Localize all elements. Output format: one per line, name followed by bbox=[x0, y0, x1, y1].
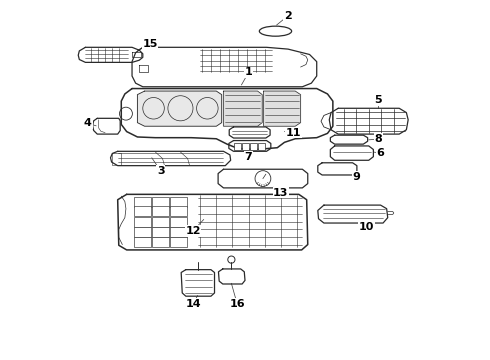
FancyBboxPatch shape bbox=[152, 237, 170, 247]
Polygon shape bbox=[330, 146, 373, 160]
FancyBboxPatch shape bbox=[152, 217, 170, 226]
Polygon shape bbox=[229, 127, 270, 138]
Text: 16: 16 bbox=[229, 299, 245, 309]
FancyBboxPatch shape bbox=[134, 227, 151, 237]
Polygon shape bbox=[122, 89, 333, 149]
Text: 2: 2 bbox=[284, 11, 292, 21]
Text: 6: 6 bbox=[377, 148, 385, 158]
FancyBboxPatch shape bbox=[170, 237, 187, 247]
FancyBboxPatch shape bbox=[250, 143, 257, 150]
Text: 9: 9 bbox=[352, 172, 360, 182]
Polygon shape bbox=[218, 169, 308, 188]
Text: 8: 8 bbox=[374, 134, 382, 144]
FancyBboxPatch shape bbox=[152, 197, 170, 207]
FancyBboxPatch shape bbox=[170, 197, 187, 207]
Text: 14: 14 bbox=[185, 299, 201, 309]
Text: 11: 11 bbox=[286, 128, 301, 138]
Polygon shape bbox=[132, 47, 317, 87]
FancyBboxPatch shape bbox=[134, 217, 151, 226]
FancyBboxPatch shape bbox=[152, 206, 170, 216]
FancyBboxPatch shape bbox=[242, 143, 249, 150]
Polygon shape bbox=[223, 91, 262, 126]
Text: 10: 10 bbox=[359, 222, 374, 232]
Polygon shape bbox=[219, 269, 245, 284]
Polygon shape bbox=[229, 140, 271, 151]
Text: 3: 3 bbox=[157, 166, 165, 176]
Text: 12: 12 bbox=[185, 226, 201, 236]
Text: 5: 5 bbox=[374, 95, 382, 105]
FancyBboxPatch shape bbox=[234, 143, 241, 150]
Polygon shape bbox=[329, 108, 408, 134]
FancyBboxPatch shape bbox=[134, 206, 151, 216]
Polygon shape bbox=[137, 91, 221, 126]
Text: 4: 4 bbox=[84, 118, 92, 128]
Ellipse shape bbox=[259, 26, 292, 36]
FancyBboxPatch shape bbox=[170, 217, 187, 226]
Text: 13: 13 bbox=[273, 188, 289, 198]
FancyBboxPatch shape bbox=[170, 206, 187, 216]
FancyBboxPatch shape bbox=[258, 143, 265, 150]
FancyBboxPatch shape bbox=[134, 237, 151, 247]
Polygon shape bbox=[111, 151, 231, 166]
Text: 15: 15 bbox=[142, 40, 158, 49]
Polygon shape bbox=[318, 205, 388, 223]
FancyBboxPatch shape bbox=[134, 197, 151, 207]
Polygon shape bbox=[318, 163, 357, 175]
Text: 7: 7 bbox=[245, 152, 252, 162]
Polygon shape bbox=[78, 47, 143, 62]
Polygon shape bbox=[181, 270, 215, 296]
Text: 1: 1 bbox=[245, 67, 252, 77]
FancyBboxPatch shape bbox=[170, 227, 187, 237]
Polygon shape bbox=[118, 194, 308, 250]
FancyBboxPatch shape bbox=[152, 227, 170, 237]
Polygon shape bbox=[264, 91, 300, 126]
Polygon shape bbox=[93, 118, 120, 134]
Polygon shape bbox=[330, 135, 368, 144]
